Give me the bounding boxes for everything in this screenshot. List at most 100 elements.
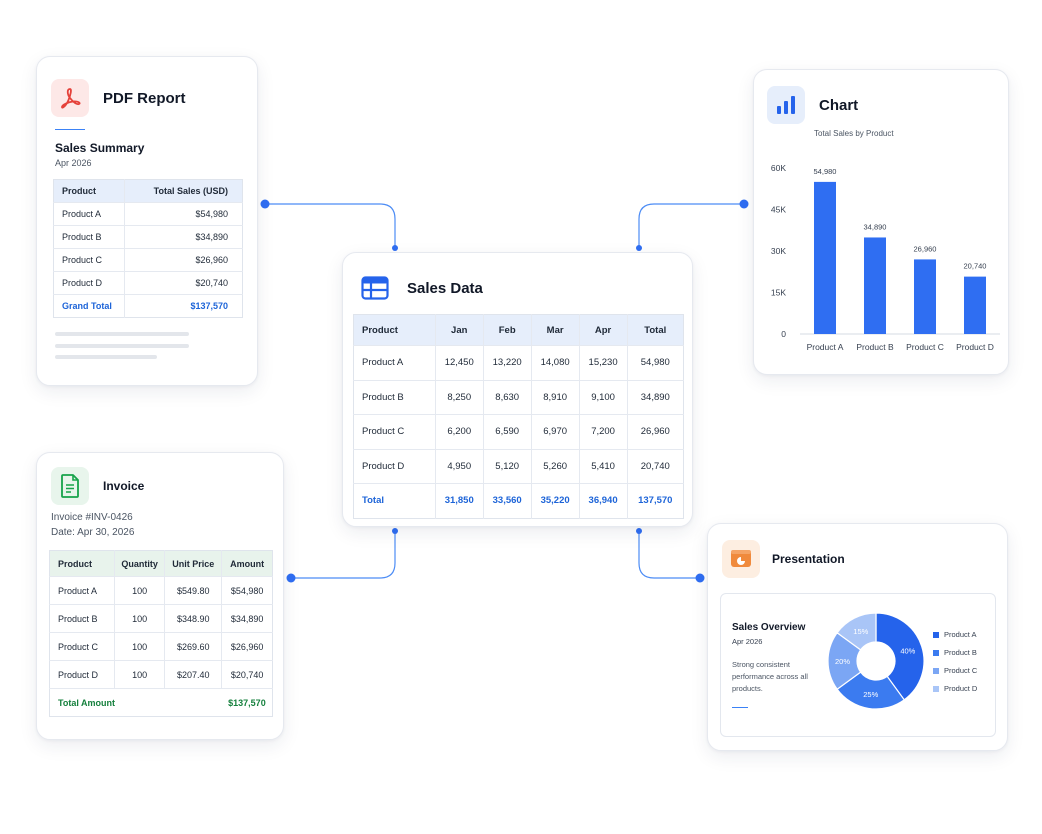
pdf-report-card[interactable]: PDF Report Sales Summary Apr 2026 Produc… (36, 56, 258, 386)
table-cell: 8,630 (482, 379, 532, 415)
slide-accent-line (732, 707, 748, 708)
sales-cell: $54,980 (124, 202, 243, 226)
table-cell: $20,740 (221, 660, 273, 689)
legend-swatch (933, 649, 939, 656)
table-row: Product C 6,200 6,590 6,970 7,200 26,960 (353, 414, 684, 449)
column-header: Amount (221, 550, 273, 577)
total-cell: 35,220 (530, 483, 580, 518)
table-row: Product B $34,890 (53, 225, 243, 249)
presentation-icon (722, 540, 760, 578)
product-cell: Product A (53, 202, 125, 226)
column-header: Total Sales (USD) (124, 179, 243, 203)
table-row: Product B 8,250 8,630 8,910 9,100 34,890 (353, 379, 684, 415)
sales-cell: $26,960 (124, 248, 243, 272)
table-cell: $54,980 (221, 576, 273, 605)
document-title: Sales Summary (55, 141, 145, 155)
total-row: Total 31,850 33,560 35,220 36,940 137,570 (353, 483, 684, 518)
table-row: Product D $20,740 (53, 271, 243, 295)
table-cell: 15,230 (578, 345, 628, 380)
table-cell: 9,100 (578, 379, 628, 415)
title-underline (55, 129, 85, 130)
table-cell: 12,450 (434, 345, 484, 380)
table-cell: 100 (114, 660, 165, 689)
y-tick-label: 60K (771, 163, 786, 173)
bar (914, 259, 936, 334)
table-cell: Product B (49, 604, 115, 633)
chart-card[interactable]: 0 15K 30K 45K 60K 54,980 Product A 34,890 Produc… (753, 69, 1009, 375)
data-label: 26,960 (914, 244, 937, 253)
column-header: Jan (434, 314, 484, 346)
legend-label: Product C (944, 666, 978, 675)
presentation-card[interactable]: Presentation Sales Overview Apr 2026 Str… (707, 523, 1008, 751)
x-tick-label: Product B (856, 342, 894, 352)
table-cell: Product D (353, 448, 436, 484)
table-cell: 13,220 (482, 345, 532, 380)
slide-title: Sales Overview (732, 622, 806, 633)
card-title: Sales Data (407, 279, 483, 297)
bar (964, 276, 986, 334)
legend-item: Product B (933, 648, 977, 657)
slide-date: Apr 2026 (732, 637, 763, 646)
column-header: Product (53, 179, 125, 203)
connector-dot (695, 573, 705, 583)
table-cell: $207.40 (164, 660, 222, 689)
bar (814, 181, 836, 334)
sales-data-table: Product Jan Feb Mar Apr Total Product A 12,450… (353, 314, 684, 519)
table-cell: 100 (114, 632, 165, 661)
table-cell: 5,260 (530, 448, 580, 484)
chart-title: Total Sales by Product (814, 129, 894, 138)
table-row: Product A $54,980 (53, 202, 243, 226)
total-cell: 137,570 (626, 483, 684, 518)
table-cell: 100 (114, 604, 165, 633)
legend-item: Product C (933, 666, 977, 675)
spreadsheet-icon (359, 269, 391, 307)
data-label: 20,740 (964, 262, 987, 271)
donut-slice (836, 671, 906, 710)
table-row: Product D 100 $207.40 $20,740 (49, 660, 273, 689)
table-cell: 100 (114, 576, 165, 605)
table-row: Product C 100 $269.60 $26,960 (49, 632, 273, 661)
table-cell: $348.90 (164, 604, 222, 633)
placeholder-line (55, 332, 189, 336)
column-header: Product (353, 314, 436, 346)
y-tick-label: 15K (771, 288, 786, 298)
table-cell: $34,890 (221, 604, 273, 633)
invoice-date: Date: Apr 30, 2026 (51, 527, 135, 538)
sales-cell: $20,740 (124, 271, 243, 295)
table-cell: Product D (49, 660, 115, 689)
legend-item: Product D (933, 684, 977, 693)
legend-swatch (933, 667, 939, 674)
total-cell: 33,560 (482, 483, 532, 518)
legend-item: Product A (933, 630, 977, 639)
connector-dot (636, 528, 642, 534)
table-cell: 54,980 (626, 345, 684, 380)
table-cell: 4,950 (434, 448, 484, 484)
table-cell: 7,200 (578, 414, 628, 449)
table-cell: 26,960 (626, 414, 684, 449)
table-cell: 8,910 (530, 379, 580, 415)
connector-dot (286, 573, 296, 583)
invoice-card[interactable]: Invoice Invoice #INV-0426 Date: Apr 30, … (36, 452, 284, 740)
table-row: Product D 4,950 5,120 5,260 5,410 20,740 (353, 448, 684, 484)
sales-data-card[interactable]: Sales Data Product Jan Feb Mar Apr Total Prod… (342, 252, 693, 527)
donut-slice (875, 612, 925, 701)
product-cell: Product C (53, 248, 125, 272)
invoice-table: Product Quantity Unit Price Amount Product … (49, 550, 273, 717)
column-header: Product (49, 550, 115, 577)
slide-preview[interactable]: Sales Overview Apr 2026 Strong consisten… (720, 593, 996, 737)
table-row: Product A 12,450 13,220 14,080 15,230 54,980 (353, 345, 684, 380)
connector-invoice-sales (291, 531, 396, 579)
legend-label: Product D (944, 684, 978, 693)
bar-chart: 0 15K 30K 45K 60K 54,980 Product A 34,890 Produc… (771, 163, 1000, 352)
product-cell: Product D (53, 271, 125, 295)
column-header: Feb (482, 314, 532, 346)
placeholder-line (55, 355, 157, 359)
bar (864, 237, 886, 334)
table-row: Product C $26,960 (53, 248, 243, 272)
table-cell: Product C (353, 414, 436, 449)
document-date: Apr 2026 (55, 158, 92, 168)
table-cell: Product B (353, 379, 436, 415)
table-cell: 6,590 (482, 414, 532, 449)
table-cell: $549.80 (164, 576, 222, 605)
